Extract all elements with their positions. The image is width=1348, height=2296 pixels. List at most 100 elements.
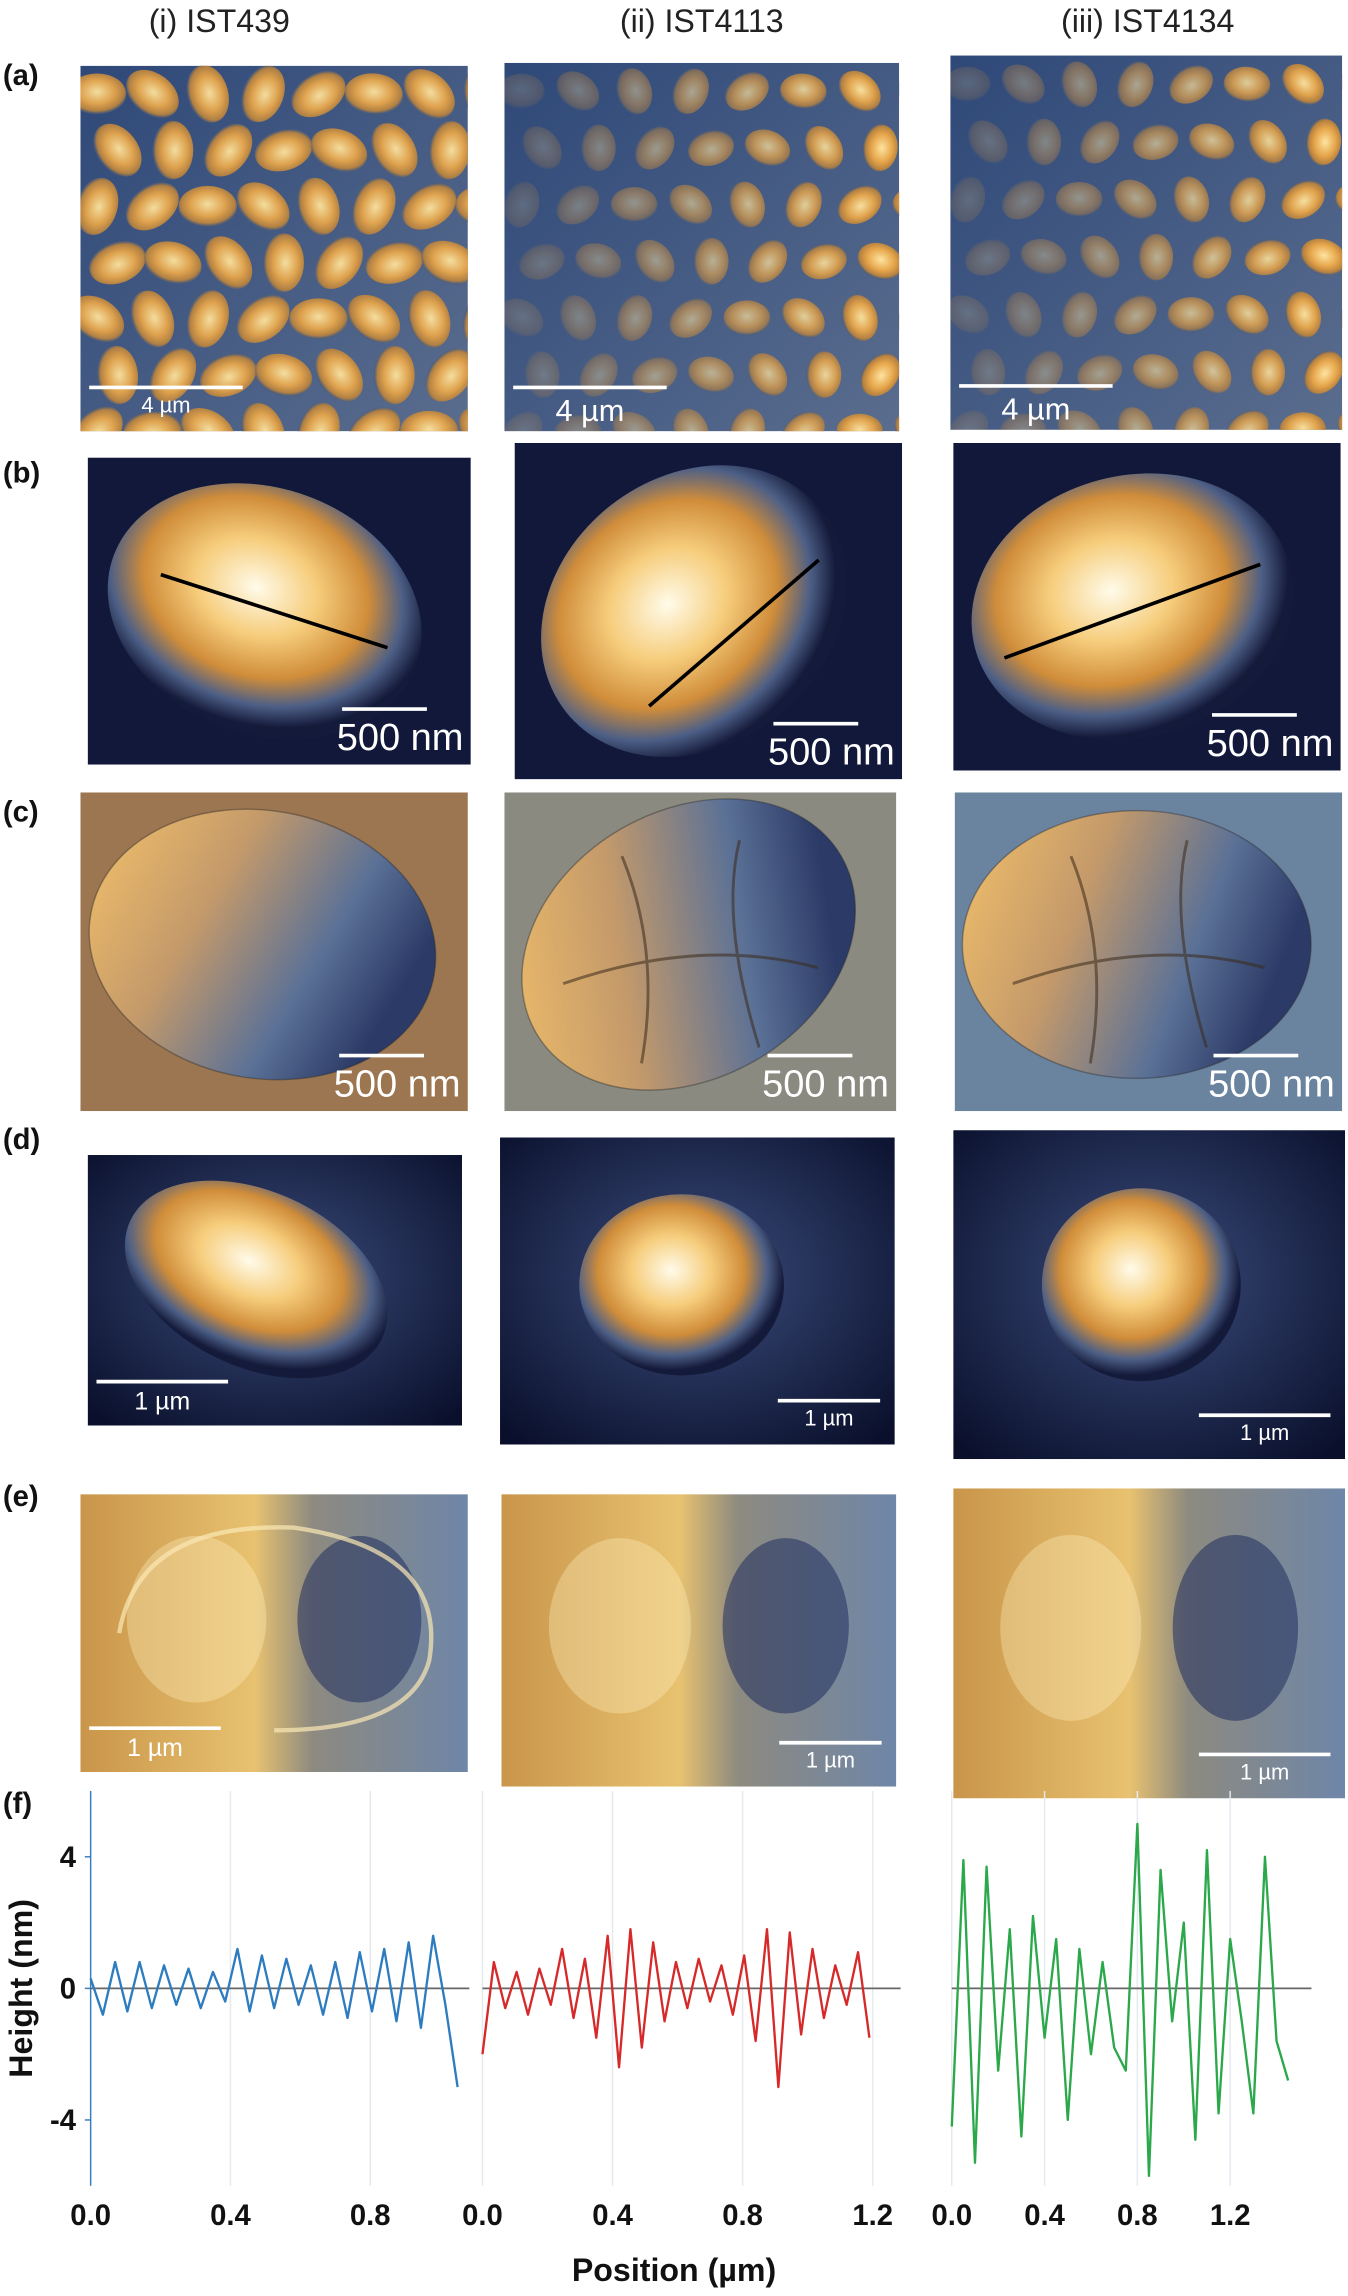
- cell: [1284, 291, 1322, 338]
- cell: [1116, 61, 1154, 108]
- cell: [504, 73, 545, 109]
- cell: [950, 409, 989, 430]
- cell: [1132, 354, 1179, 391]
- scale-bar-label: 500 nm: [1207, 723, 1334, 765]
- cell: [402, 183, 457, 230]
- micrograph: 1 µm: [953, 1130, 1346, 1460]
- cell: [1303, 350, 1343, 394]
- cell: [125, 69, 179, 118]
- micrograph: 1 µm: [80, 1494, 468, 1773]
- cell: [969, 348, 1006, 396]
- cell: [860, 353, 900, 397]
- cell: [779, 73, 827, 109]
- cell: [310, 128, 368, 172]
- cell: [578, 352, 618, 397]
- cell: [964, 238, 1011, 276]
- scale-bar-label: 500 nm: [1208, 1064, 1335, 1106]
- scale-bar-label: 1 µm: [134, 1388, 190, 1415]
- cell: [96, 345, 139, 405]
- cell: [556, 71, 600, 112]
- cell: [1001, 64, 1045, 105]
- cell: [144, 241, 202, 284]
- micrograph: 500 nm: [953, 443, 1341, 771]
- cell: [1225, 409, 1269, 430]
- row-label: (b): [3, 457, 40, 489]
- cell: [967, 120, 1008, 164]
- bright-region: [1000, 1534, 1142, 1721]
- cell: [88, 808, 437, 1081]
- micrograph: 1 µm: [87, 1155, 463, 1426]
- cell: [1225, 294, 1269, 335]
- cell: [365, 241, 423, 284]
- profile-line: [160, 572, 389, 650]
- cell: [399, 410, 459, 432]
- micrograph: 4 µm: [504, 62, 900, 432]
- micrograph: 500 nm: [87, 457, 471, 765]
- cell: [1172, 406, 1210, 430]
- dark-region: [722, 1538, 849, 1714]
- cell: [1244, 239, 1291, 276]
- cell: [1167, 297, 1215, 333]
- scale-bar-label: 1 µm: [806, 1748, 855, 1773]
- cell: [950, 66, 991, 102]
- cell: [519, 242, 565, 280]
- cell: [403, 69, 455, 119]
- cell: [579, 1194, 784, 1376]
- cell: [347, 294, 401, 343]
- cell: [344, 73, 403, 115]
- cell: [631, 356, 678, 394]
- cell: [554, 413, 602, 432]
- cell: [1116, 407, 1154, 430]
- cell: [254, 353, 313, 397]
- cell: [634, 239, 675, 283]
- cell: [1004, 291, 1042, 338]
- cell: [541, 465, 847, 757]
- column-header: (ii) IST4113: [620, 3, 784, 39]
- row-label: (e): [3, 1481, 39, 1513]
- cell: [1001, 179, 1045, 220]
- cell: [556, 184, 600, 225]
- cell: [370, 123, 418, 178]
- cell: [1281, 63, 1324, 105]
- cell: [425, 348, 468, 402]
- cell: [314, 236, 363, 290]
- cell: [1300, 238, 1343, 276]
- x-tick-label: 0.4: [1024, 2200, 1065, 2232]
- cell: [575, 243, 622, 280]
- cell: [687, 356, 734, 393]
- cell: [559, 295, 597, 341]
- cell: [351, 178, 396, 235]
- row-label: (c): [3, 797, 39, 829]
- cell: [672, 68, 709, 114]
- cell: [580, 124, 616, 172]
- cell: [1041, 1188, 1241, 1382]
- cell: [1020, 239, 1067, 276]
- cell: [961, 809, 1312, 1080]
- scale-bar-label: 1 µm: [1240, 1759, 1289, 1784]
- scale-bar-label: 1 µm: [804, 1405, 853, 1430]
- profile-line: [1003, 562, 1261, 660]
- scale-bar-label: 500 nm: [337, 717, 464, 759]
- cell: [1113, 179, 1157, 220]
- micrograph: 1 µm: [953, 1488, 1346, 1799]
- cell: [1172, 176, 1210, 223]
- crack: [562, 839, 819, 1064]
- micrograph: 500 nm: [514, 443, 903, 780]
- cell: [130, 290, 175, 348]
- micrograph: 4 µm: [80, 65, 468, 432]
- y-tick-label: 4: [60, 1842, 77, 1874]
- cell: [1079, 120, 1120, 164]
- y-tick-label: 0: [60, 1974, 76, 2006]
- cell: [1113, 294, 1157, 335]
- cell: [297, 177, 340, 236]
- cell: [407, 290, 451, 348]
- cell: [693, 237, 729, 285]
- cell-outline: [116, 1525, 434, 1733]
- cell: [521, 126, 562, 170]
- cell: [504, 181, 540, 228]
- cell: [1279, 412, 1327, 430]
- cell: [123, 410, 182, 432]
- cell: [800, 243, 847, 280]
- y-axis-label: Height (nm): [3, 1899, 39, 2078]
